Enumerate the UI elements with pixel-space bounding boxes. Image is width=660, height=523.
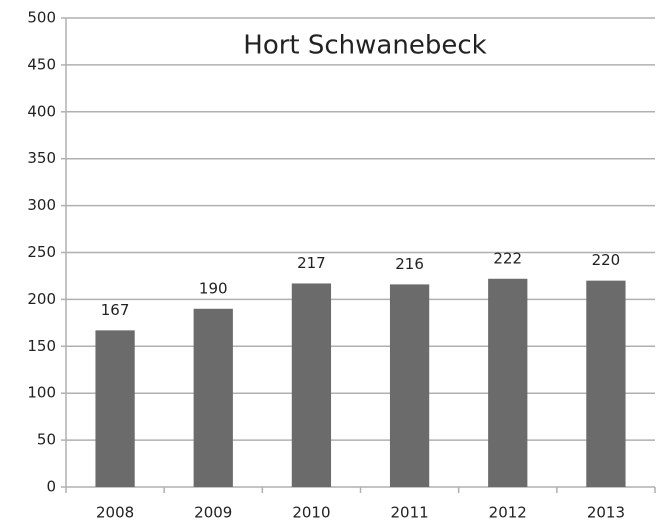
x-tick-label: 2008	[96, 504, 134, 522]
bar	[488, 278, 528, 487]
data-label: 220	[592, 251, 621, 269]
data-label: 217	[297, 254, 326, 272]
data-label: 167	[101, 301, 130, 319]
y-tick-label: 100	[27, 384, 56, 402]
bar	[291, 283, 332, 487]
chart-title: Hort Schwanebeck	[243, 31, 486, 61]
y-tick-label: 250	[27, 243, 56, 261]
x-tick-label: 2011	[390, 504, 428, 522]
x-tick-label: 2013	[587, 504, 625, 522]
y-tick-label: 300	[27, 196, 56, 214]
y-tick-label: 350	[27, 149, 56, 167]
y-tick-label: 450	[27, 55, 56, 73]
bar	[95, 330, 135, 487]
y-tick-label: 50	[37, 431, 56, 449]
bar	[193, 308, 233, 487]
x-tick-label: 2010	[292, 504, 330, 522]
y-tick-label: 150	[27, 337, 56, 355]
x-tick-label: 2009	[194, 504, 232, 522]
data-label: 190	[199, 279, 228, 297]
data-label: 216	[395, 255, 424, 273]
bar	[586, 280, 626, 487]
x-tick-label: 2012	[489, 504, 527, 522]
data-label: 222	[493, 249, 522, 267]
y-tick-label: 500	[27, 9, 56, 27]
y-tick-label: 0	[46, 478, 56, 496]
y-tick-label: 400	[27, 102, 56, 120]
bar	[389, 284, 430, 487]
y-tick-label: 200	[27, 290, 56, 308]
